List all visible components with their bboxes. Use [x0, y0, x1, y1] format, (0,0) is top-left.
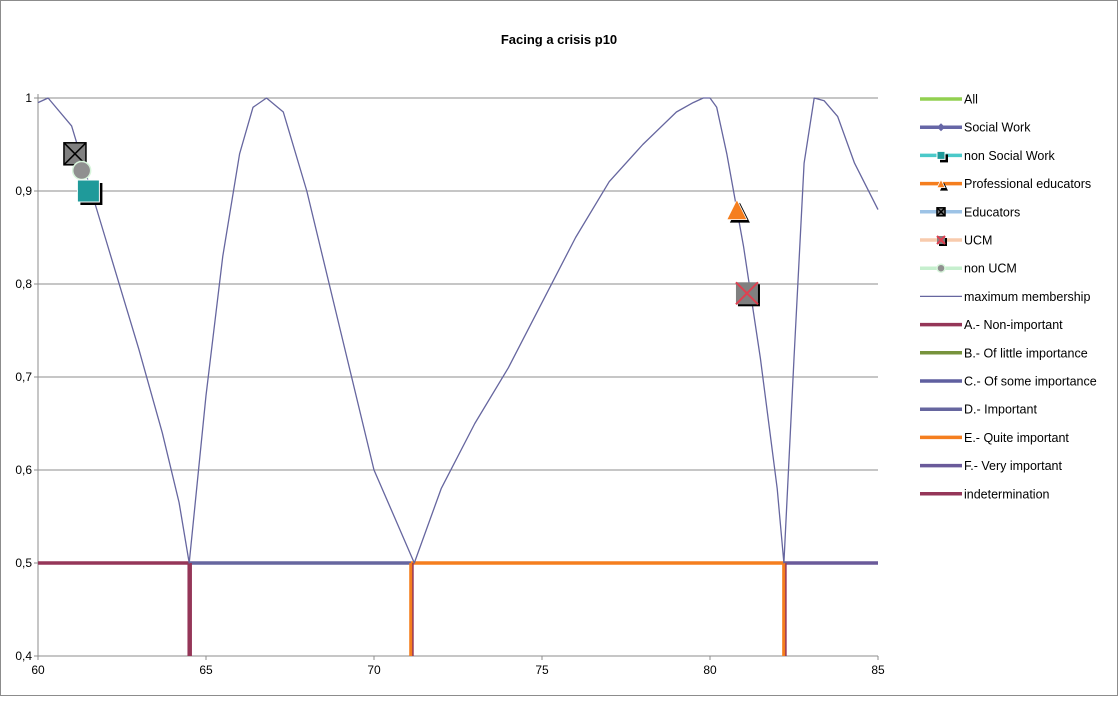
legend-label: Professional educators: [964, 177, 1091, 191]
legend-marker: [936, 207, 946, 217]
x-tick-label: 60: [31, 663, 45, 677]
legend-marker: [936, 235, 947, 246]
maximum-membership-line: [37, 97, 879, 564]
legend-label: UCM: [964, 234, 992, 248]
legend-label: C.- Of some importance: [964, 375, 1097, 389]
plot-area: [37, 97, 879, 656]
legend-label: A.- Non-important: [964, 318, 1063, 332]
legend-item: F.- Very important: [920, 459, 1062, 473]
legend-item: indetermination: [920, 487, 1050, 501]
x-tick-label: 65: [199, 663, 213, 677]
y-tick-label: 0,5: [15, 556, 32, 570]
legend-label: non Social Work: [964, 149, 1056, 163]
legend-label: Social Work: [964, 121, 1031, 135]
y-tick-label: 0,7: [15, 370, 32, 384]
legend-label: non UCM: [964, 262, 1017, 276]
legend-item: E.- Quite important: [920, 431, 1069, 445]
legend-label: E.- Quite important: [964, 431, 1069, 445]
legend-item: Social Work: [920, 121, 1031, 135]
legend-marker: [936, 178, 948, 191]
data-point: [726, 198, 750, 223]
legend-item: Educators: [920, 205, 1020, 219]
x-tick-label: 80: [703, 663, 717, 677]
legend-label: B.- Of little importance: [964, 346, 1088, 360]
legend-label: All: [964, 93, 978, 107]
legend-marker: [936, 263, 946, 273]
legend-item: Professional educators: [920, 177, 1091, 191]
legend: All Social Work non Social Work Professiona…: [920, 93, 1097, 501]
legend-label: indetermination: [964, 487, 1050, 501]
legend-label: D.- Important: [964, 403, 1037, 417]
legend-label: maximum membership: [964, 290, 1090, 304]
legend-item: B.- Of little importance: [920, 346, 1088, 360]
chart-title: Facing a crisis p10: [501, 32, 617, 47]
y-tick-label: 1: [25, 91, 32, 105]
y-tick-label: 0,4: [15, 649, 32, 663]
legend-label: F.- Very important: [964, 459, 1062, 473]
data-point: [71, 160, 92, 181]
legend-item: All: [920, 93, 978, 107]
legend-item: UCM: [920, 234, 992, 248]
legend-item: maximum membership: [920, 290, 1090, 304]
y-tick-label: 0,6: [15, 463, 32, 477]
legend-item: non Social Work: [920, 149, 1056, 163]
x-tick-label: 75: [535, 663, 549, 677]
tick-labels: 0,4 0,5 0,6 0,7 0,8 0,9 1 60 65 70 75 80 85: [15, 91, 885, 677]
x-tick-label: 70: [367, 663, 381, 677]
legend-marker: [936, 150, 948, 163]
legend-item: A.- Non-important: [920, 318, 1063, 332]
legend-item: D.- Important: [920, 403, 1037, 417]
x-tick-label: 85: [871, 663, 885, 677]
y-tick-label: 0,9: [15, 184, 32, 198]
legend-label: Educators: [964, 205, 1020, 219]
data-point: [76, 179, 103, 205]
legend-item: C.- Of some importance: [920, 375, 1097, 389]
legend-item: non UCM: [920, 262, 1017, 276]
legend-marker: [937, 123, 945, 132]
data-point: [735, 281, 760, 307]
y-tick-label: 0,8: [15, 277, 32, 291]
